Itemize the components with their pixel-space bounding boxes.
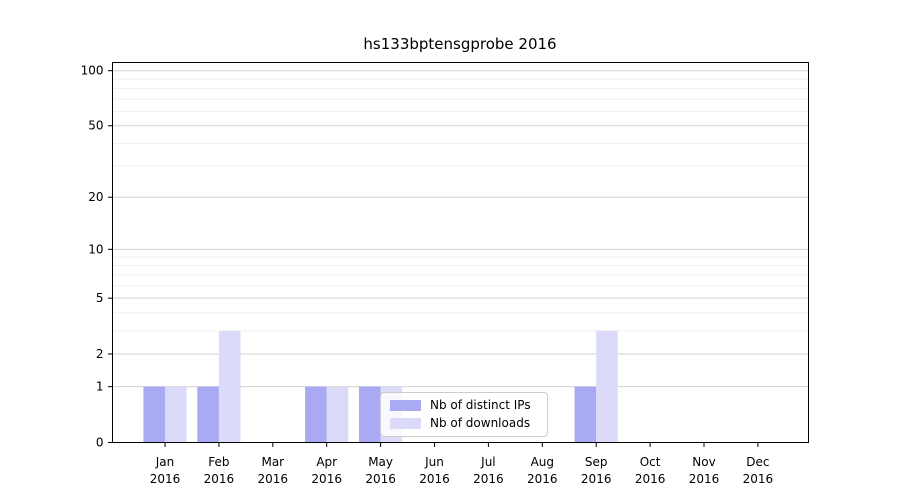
y-tick-label: 5 [96, 291, 104, 305]
chart-title: hs133bptensgprobe 2016 [363, 35, 557, 53]
x-tick-label-month: Oct [640, 455, 661, 469]
y-tick-label: 20 [88, 190, 103, 204]
x-tick-label-month: Apr [316, 455, 337, 469]
bar-distinct-ips-sep [574, 386, 597, 443]
x-tick-label-year: 2016 [743, 472, 774, 486]
bar-downloads-feb [218, 330, 241, 443]
x-tick-label-month: Jan [155, 455, 175, 469]
legend-label-distinct-ips: Nb of distinct IPs [430, 398, 531, 413]
y-tick-label: 100 [81, 64, 104, 78]
legend-swatch-distinct-ips-icon [390, 400, 421, 412]
x-tick-label-year: 2016 [150, 472, 181, 486]
x-tick-label-month: Mar [261, 455, 284, 469]
x-tick-label-year: 2016 [527, 472, 558, 486]
x-tick-label-year: 2016 [419, 472, 450, 486]
x-tick-label-year: 2016 [258, 472, 289, 486]
bar-downloads-sep [596, 330, 618, 443]
plot-border [112, 62, 809, 443]
x-tick-label-year: 2016 [473, 472, 504, 486]
x-tick-label-month: Dec [746, 455, 769, 469]
y-tick-label: 10 [88, 242, 103, 256]
legend-item-downloads: Nb of downloads [390, 415, 538, 430]
y-tick-label: 1 [96, 380, 104, 394]
y-tick-label: 0 [96, 436, 104, 450]
x-tick-label-year: 2016 [311, 472, 342, 486]
legend-label-downloads: Nb of downloads [430, 415, 531, 430]
legend-item-distinct-ips: Nb of distinct IPs [390, 399, 538, 412]
bar-distinct-ips-feb [197, 386, 219, 443]
bar-distinct-ips-jan [143, 386, 165, 443]
x-tick-label-month: Feb [208, 455, 229, 469]
legend: Nb of distinct IPs Nb of downloads [380, 392, 548, 437]
x-tick-label-month: Nov [692, 455, 715, 469]
x-tick-label-month: Aug [531, 455, 554, 469]
x-tick-label-year: 2016 [689, 472, 720, 486]
x-tick-label-year: 2016 [581, 472, 612, 486]
x-tick-label-year: 2016 [204, 472, 235, 486]
x-tick-label-month: Jul [480, 455, 495, 469]
x-tick-label-year: 2016 [365, 472, 396, 486]
bar-distinct-ips-apr [305, 386, 327, 443]
bar-distinct-ips-may [359, 386, 381, 443]
bar-downloads-apr [326, 386, 349, 443]
x-tick-label-month: Jun [424, 455, 444, 469]
x-tick-label-month: May [368, 455, 393, 469]
bar-downloads-jan [165, 386, 187, 443]
x-tick-label-month: Sep [585, 455, 608, 469]
legend-swatch-downloads-icon [390, 417, 421, 429]
y-tick-label: 2 [96, 347, 104, 361]
x-tick-label-year: 2016 [635, 472, 666, 486]
y-tick-label: 50 [88, 119, 103, 133]
